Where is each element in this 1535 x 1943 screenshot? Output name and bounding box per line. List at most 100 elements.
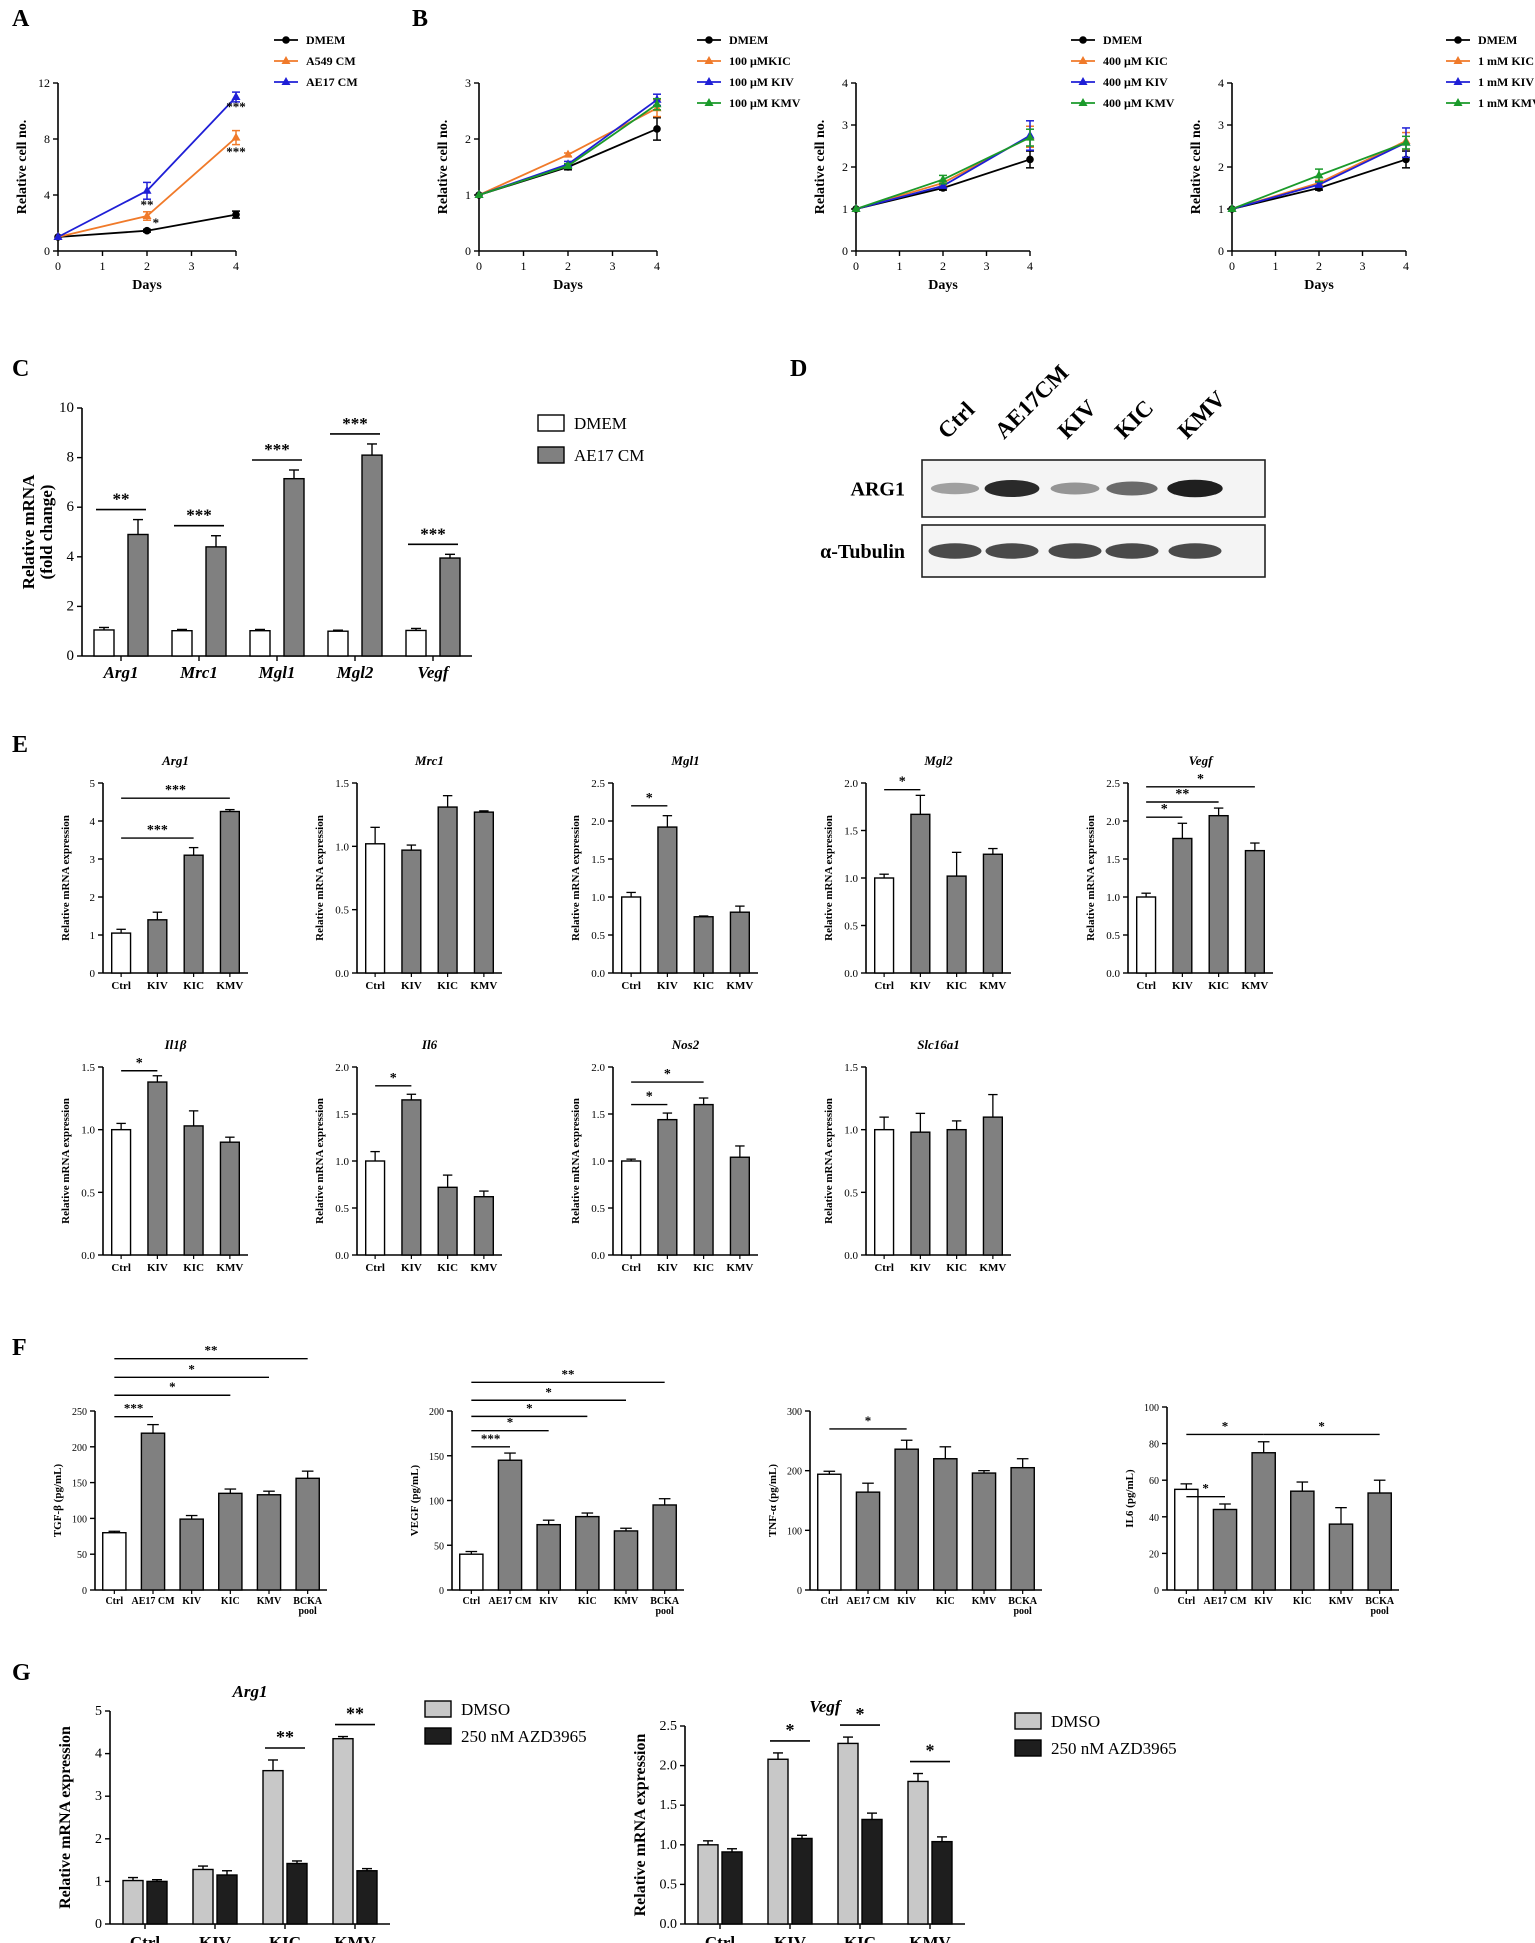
x-axis-label: Days xyxy=(928,278,958,293)
bar xyxy=(1367,1492,1392,1591)
significance-label: * xyxy=(153,215,160,230)
data-point xyxy=(563,149,573,158)
y-tick-label: 3 xyxy=(90,854,96,866)
x-tick-label: 3 xyxy=(1360,259,1366,273)
blot-row-label: α-Tubulin xyxy=(820,541,905,563)
significance-label: *** xyxy=(226,99,246,114)
y-tick-label: 1.5 xyxy=(660,1798,678,1813)
x-tick-label: KIV xyxy=(910,980,931,992)
y-tick-label: 0.0 xyxy=(81,1250,95,1262)
bar xyxy=(219,810,240,974)
series-line-3 xyxy=(855,136,1031,210)
y-tick-label: 4 xyxy=(67,549,75,565)
y-axis-label: Relative mRNA expression xyxy=(60,1098,72,1224)
x-tick-label: Ctrl xyxy=(621,1262,641,1274)
grouped-bar-chart-g1: 0 1 2 3 4 5 Relative mRNA expression Arg1 Ctrl KI… xyxy=(57,1682,587,1943)
bar xyxy=(729,1156,751,1256)
y-tick-label: 0 xyxy=(95,1917,102,1932)
series-line-2 xyxy=(855,134,1031,210)
x-tick-label: KIC xyxy=(844,1933,876,1943)
data-point xyxy=(1314,179,1324,188)
y-tick-label: 40 xyxy=(1149,1513,1159,1524)
bar xyxy=(192,1868,214,1925)
legend-swatch xyxy=(537,446,565,464)
legend-marker xyxy=(1453,98,1463,106)
x-tick-label: KMV xyxy=(1241,980,1268,992)
legend-label: AE17 CM xyxy=(574,446,644,465)
y-tick-label: 3 xyxy=(842,118,848,132)
bar xyxy=(1251,1452,1276,1591)
bar xyxy=(1208,814,1229,974)
x-tick-label: 0 xyxy=(476,259,482,273)
x-tick-label: KIC xyxy=(437,1262,458,1274)
x-tick-label: KIC xyxy=(946,1262,967,1274)
chart-title: Nos2 xyxy=(671,1037,700,1052)
bar xyxy=(693,916,714,974)
significance-label: *** xyxy=(186,506,212,525)
line-chart-b3: 0 1 2 3 4 Relative cell no. 0 1 2 3 4 Days DMEM 1 mM … xyxy=(1189,33,1535,293)
bar xyxy=(657,826,678,974)
x-tick-label: 3 xyxy=(189,259,195,273)
bar xyxy=(473,1196,495,1256)
y-tick-label: 10 xyxy=(59,400,74,416)
x-tick-label: 1 xyxy=(521,259,527,273)
bar xyxy=(286,1862,308,1925)
y-tick-label: 20 xyxy=(1149,1549,1159,1560)
y-tick-label: 1.0 xyxy=(335,1156,349,1168)
x-tick-label: KIV xyxy=(147,1262,168,1274)
significance-label: * xyxy=(1222,1418,1229,1433)
significance-label: * xyxy=(646,1090,653,1105)
bar-chart-e1: 0 1 2 3 4 5 Relative mRNA expression Arg1 Ctrl KI… xyxy=(60,753,248,992)
bar xyxy=(621,896,642,974)
y-axis-label: Relative cell no. xyxy=(1189,120,1204,214)
x-tick-label: Ctrl xyxy=(365,1262,385,1274)
bar-chart-e5: 0.0 0.5 1.0 1.5 2.0 2.5 Relative mRNA expressi… xyxy=(1085,753,1273,992)
x-tick-label: 2 xyxy=(940,259,946,273)
x-tick-label: 0 xyxy=(55,259,61,273)
x-tick-label: KMV xyxy=(1329,1596,1354,1607)
x-tick-label: KMV xyxy=(972,1596,997,1607)
bar xyxy=(1172,837,1193,974)
legend-marker xyxy=(704,77,714,85)
chart-title: Il1β xyxy=(164,1037,187,1052)
x-tick-label: Vegf xyxy=(417,663,451,682)
significance-label: * xyxy=(1197,772,1204,787)
x-tick-label: BCKA pool xyxy=(293,1596,323,1617)
x-tick-label: Mgl1 xyxy=(258,663,296,682)
data-point xyxy=(231,132,241,141)
y-tick-label: 0.5 xyxy=(591,930,605,942)
bar xyxy=(401,1099,422,1256)
legend-label: DMEM xyxy=(1478,33,1517,47)
y-tick-label: 2 xyxy=(1218,160,1224,174)
chart-title: Slc16a1 xyxy=(917,1037,960,1052)
y-tick-label: 2 xyxy=(90,892,96,904)
bar xyxy=(874,877,895,974)
x-tick-label: Ctrl xyxy=(111,1262,131,1274)
bar xyxy=(256,1494,282,1591)
y-tick-label: 200 xyxy=(429,1407,444,1418)
chart-title: Il6 xyxy=(421,1037,438,1052)
data-point xyxy=(652,99,662,108)
panel-label-d: D xyxy=(790,356,807,382)
bar xyxy=(110,1128,132,1256)
blot-band xyxy=(1168,543,1222,559)
data-point xyxy=(53,232,63,240)
bar xyxy=(652,1504,677,1591)
bar xyxy=(183,854,204,974)
y-tick-label: 60 xyxy=(1149,1476,1159,1487)
legend-marker xyxy=(1079,36,1087,44)
significance-label: * xyxy=(526,1400,533,1415)
data-point xyxy=(563,160,573,169)
significance-label: * xyxy=(169,1379,176,1394)
bar xyxy=(93,629,115,657)
x-tick-label: KMV xyxy=(614,1596,639,1607)
y-axis-label: Relative cell no. xyxy=(813,120,828,214)
y-axis-label: IL6 (pg/mL) xyxy=(1124,1469,1136,1528)
blot-band xyxy=(985,543,1039,559)
y-tick-label: 1.5 xyxy=(844,1062,858,1074)
bar-chart-e4: 0.0 0.5 1.0 1.5 2.0 Relative mRNA expression M… xyxy=(823,753,1011,992)
data-point xyxy=(1314,170,1324,179)
significance-label: ** xyxy=(1175,787,1189,802)
y-axis-label: Relative mRNA expression xyxy=(314,815,326,941)
x-tick-label: KIC xyxy=(936,1596,955,1607)
